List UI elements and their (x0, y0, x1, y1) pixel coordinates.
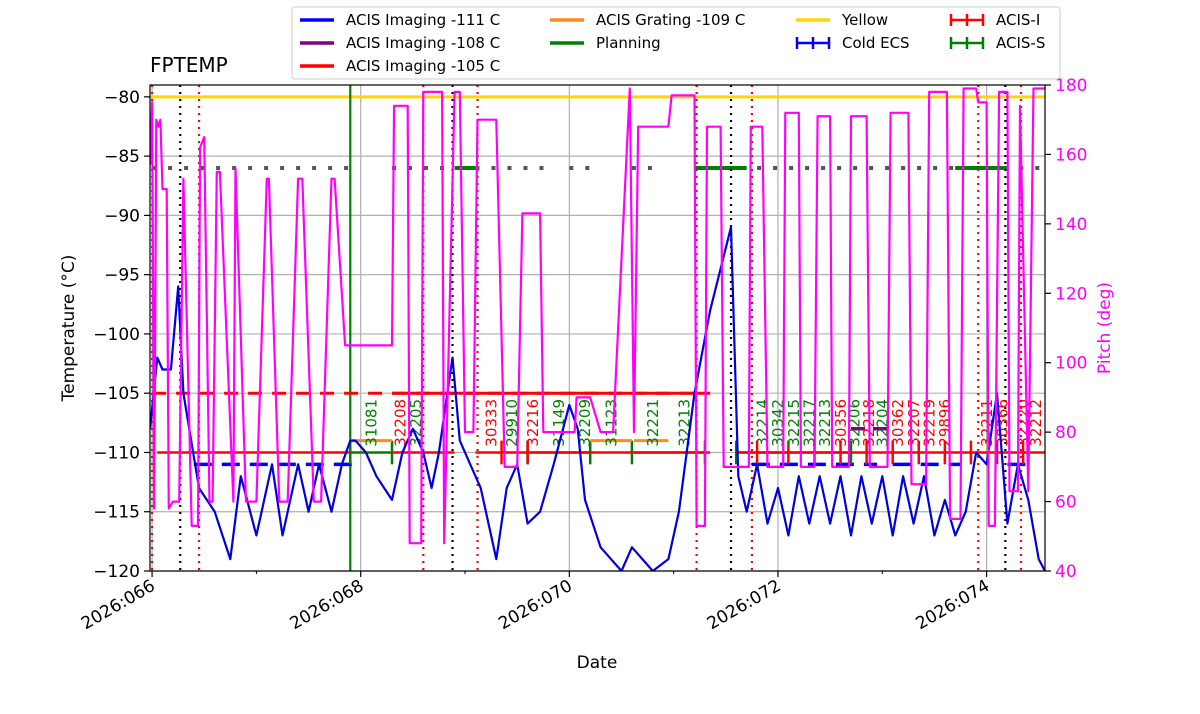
legend-frame (291, 6, 1061, 80)
y2-tick-label-5: 140 (1055, 215, 1087, 235)
legend-label-6: Cold ECS (842, 34, 910, 52)
obsid-label-4: 29910 (503, 399, 521, 447)
obsid-label-1: 32208 (392, 399, 410, 447)
y2-tick-label-3: 100 (1055, 354, 1087, 374)
obsid-label-22: 32219 (920, 399, 938, 447)
legend: ACIS Imaging -111 C ACIS Imaging -108 C AC… (291, 6, 1061, 80)
y2-tick-label-4: 120 (1055, 284, 1087, 304)
y2-tick-label-2: 80 (1055, 423, 1077, 443)
obsid-label-0: 31081 (362, 399, 380, 447)
x-tick-label-3: 2026:072 (704, 576, 785, 634)
obsid-label-8: 31123 (602, 399, 620, 447)
y2-tick-label-7: 180 (1055, 76, 1087, 96)
legend-label-4: Planning (596, 34, 661, 52)
y-tick-label-5: −105 (93, 384, 140, 404)
legend-label-2: ACIS Imaging -105 C (346, 57, 500, 75)
obsid-label-5: 32216 (524, 399, 542, 447)
x-tick-label-4: 2026:074 (913, 576, 994, 634)
y-tick-label-4: −100 (93, 325, 140, 345)
y-tick-label-7: −115 (93, 503, 140, 523)
obsid-label-3: 30333 (482, 399, 500, 447)
y-tick-label-3: −95 (104, 266, 140, 286)
obsid-label-9: 32221 (644, 399, 662, 447)
plot-frame (149, 84, 1046, 572)
y-tick-label-0: −80 (104, 88, 140, 108)
chart-title: FPTEMP (150, 53, 228, 77)
obsid-label-27: 32212 (1027, 399, 1045, 447)
obsid-label-20: 30362 (889, 399, 907, 447)
x-tick-label-0: 2026:066 (78, 576, 159, 634)
axis-layer: 2026:066 2026:068 2026:070 2026:072 2026:074… (78, 76, 1087, 634)
series-line-pitch (150, 87, 1045, 545)
obsid-label-23: 29896 (936, 399, 954, 447)
series-line-fptemp (150, 226, 1045, 571)
legend-label-1: ACIS Imaging -108 C (346, 34, 500, 52)
obsid-label-16: 30356 (832, 399, 850, 447)
y-tick-label-1: −85 (104, 147, 140, 167)
legend-label-3: ACIS Grating -109 C (596, 11, 745, 29)
y2-axis-label: Pitch (deg) (1095, 282, 1115, 374)
legend-label-8: ACIS-S (996, 34, 1045, 52)
y-tick-label-2: −90 (104, 206, 140, 226)
legend-label-0: ACIS Imaging -111 C (346, 11, 500, 29)
y-tick-label-6: −110 (93, 443, 140, 463)
y-tick-label-8: −120 (93, 562, 140, 582)
obsid-label-15: 32213 (816, 399, 834, 447)
x-axis-label: Date (577, 653, 618, 673)
y2-tick-label-0: 40 (1055, 562, 1077, 582)
x-tick-label-2: 2026:070 (495, 576, 576, 634)
y2-tick-label-6: 160 (1055, 145, 1087, 165)
legend-label-5: Yellow (841, 11, 888, 29)
obsid-label-7: 32209 (576, 399, 594, 447)
obsid-label-6: 31149 (550, 399, 568, 447)
obsid-label-13: 32215 (785, 399, 803, 447)
y-axis-label: Temperature (°C) (59, 255, 79, 403)
y2-tick-label-1: 60 (1055, 493, 1077, 513)
x-tick-label-1: 2026:068 (287, 576, 368, 634)
obsid-label-21: 32207 (905, 399, 923, 447)
legend-label-7: ACIS-I (996, 11, 1040, 29)
